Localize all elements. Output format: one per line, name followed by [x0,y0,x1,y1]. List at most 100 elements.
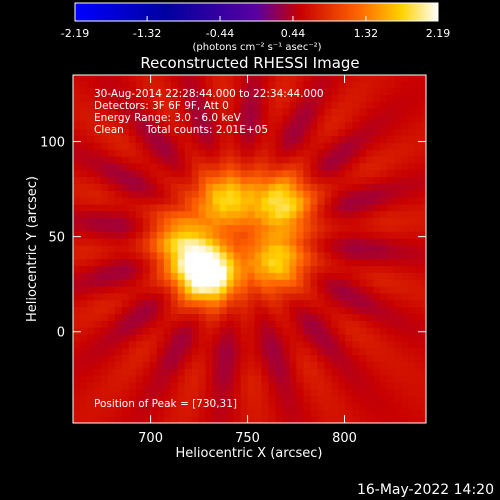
heatmap-cell [128,299,137,308]
heatmap-cell [191,416,200,423]
heatmap-cell [191,87,200,95]
heatmap-cell [170,292,179,301]
heatmap-cell [107,361,116,369]
heatmap-cell [184,251,193,260]
heatmap-cell [135,176,144,184]
colorbar-tick-label: -2.19 [61,27,89,40]
heatmap-cell [184,114,193,123]
heatmap-cell [177,156,186,164]
heatmap-cell [107,245,116,253]
heatmap-cell [87,334,95,342]
heatmap-cell [331,340,339,349]
heatmap-cell [93,306,102,314]
heatmap-cell [240,156,249,164]
heatmap-cell [275,334,284,342]
heatmap-cell [331,169,339,178]
heatmap-cell [73,87,81,95]
heatmap-cell [205,327,214,335]
heatmap-cell [282,347,291,356]
heatmap-cell [93,340,102,349]
heatmap-cell [212,306,221,314]
heatmap-cell [310,197,318,205]
heatmap-cell [303,258,311,267]
heatmap-cell [324,258,332,267]
heatmap-cell [177,409,186,417]
heatmap-cell [303,224,311,232]
heatmap-cell [128,75,137,82]
heatmap-cell [310,162,318,171]
heatmap-cell [205,320,214,328]
heatmap-cell [219,224,228,232]
heatmap-cell [345,327,353,335]
heatmap-cell [233,388,242,397]
heatmap-cell [366,299,374,308]
heatmap-cell [212,361,221,369]
heatmap-cell [338,334,346,342]
heatmap-cell [191,101,200,109]
heatmap-cell [191,347,200,356]
heatmap-cell [247,368,256,376]
heatmap-cell [121,354,130,362]
heatmap-cell [268,402,277,410]
heatmap-cell [345,299,353,308]
heatmap-cell [184,101,193,109]
heatmap-cell [93,402,102,410]
heatmap-cell [352,320,360,328]
heatmap-cell [87,197,95,205]
heatmap-cell [275,388,284,397]
heatmap-cell [296,375,304,383]
heatmap-cell [107,156,116,164]
heatmap-cell [135,121,144,130]
heatmap-cell [303,375,311,383]
heatmap-cell [128,238,137,246]
heatmap-cell [191,375,200,383]
heatmap-cell [317,334,325,342]
heatmap-cell [205,80,214,89]
heatmap-cell [359,306,367,314]
heatmap-cell [128,203,137,212]
heatmap-cell [373,156,381,164]
heatmap-cell [303,101,311,109]
heatmap-cell [415,327,423,335]
heatmap-cell [254,101,263,109]
heatmap-cell [296,108,304,116]
heatmap-cell [128,162,137,171]
heatmap-cell [380,368,388,376]
heatmap-cell [114,340,123,349]
heatmap-cell [100,121,109,130]
heatmap-cell [87,251,95,260]
heatmap-cell [80,197,88,205]
heatmap-cell [121,210,130,219]
heatmap-cell [387,292,395,301]
heatmap-cell [408,101,416,109]
heatmap-cell [247,183,256,191]
heatmap-cell [331,121,339,130]
heatmap-cell [275,75,284,82]
heatmap-cell [73,176,81,184]
heatmap-cell [303,142,311,150]
heatmap-cell [289,395,298,403]
heatmap-cell [408,340,416,349]
heatmap-cell [240,197,249,205]
heatmap-cell [352,224,360,232]
heatmap-cell [422,238,426,246]
heatmap-cell [184,142,193,150]
heatmap-cell [128,108,137,116]
heatmap-cell [142,183,151,191]
heatmap-cell [177,292,186,301]
heatmap-cell [401,416,409,423]
heatmap-cell [324,156,332,164]
heatmap-cell [247,286,256,294]
heatmap-cell [394,340,402,349]
heatmap-cell [226,258,235,267]
heatmap-cell [387,265,395,273]
heatmap-cell [156,217,165,225]
heatmap-cell [177,121,186,130]
heatmap-cell [310,75,318,82]
heatmap-cell [205,286,214,294]
heatmap-cell [142,286,151,294]
heatmap-cell [254,197,263,205]
heatmap-cell [114,121,123,130]
heatmap-cell [198,176,207,184]
heatmap-cell [149,272,158,280]
